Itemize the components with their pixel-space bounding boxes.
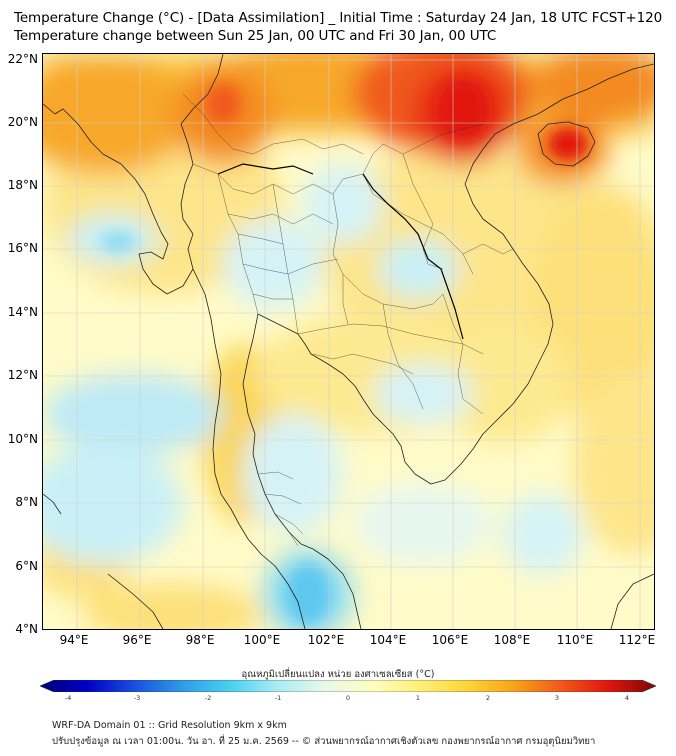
chart-subtitle: Temperature change between Sun 25 Jan, 0… bbox=[14, 28, 497, 44]
lat-label: 18°N bbox=[7, 178, 38, 192]
temperature-field bbox=[43, 54, 654, 629]
coastlines bbox=[43, 54, 654, 629]
colorbar-tick-label: -1 bbox=[274, 694, 282, 702]
lon-label: 96°E bbox=[122, 633, 152, 647]
lon-label: 102°E bbox=[307, 633, 345, 647]
chart-title: Temperature Change (°C) - [Data Assimila… bbox=[14, 10, 663, 26]
lat-label: 10°N bbox=[7, 432, 38, 446]
lat-label: 6°N bbox=[15, 559, 38, 573]
lat-label: 22°N bbox=[7, 52, 38, 66]
colorbar bbox=[40, 680, 656, 692]
footer-credit: ปรับปรุงข้อมูล ณ เวลา 01:00น. วัน อา. ที… bbox=[52, 736, 596, 747]
footer-model-info: WRF-DA Domain 01 :: Grid Resolution 9km … bbox=[52, 720, 287, 731]
lon-label: 94°E bbox=[59, 633, 89, 647]
lon-label: 110°E bbox=[556, 633, 594, 647]
colorbar-tick-label: -3 bbox=[133, 694, 141, 702]
colorbar-tick-label: 1 bbox=[415, 694, 421, 702]
colorbar-tick-label: 3 bbox=[554, 694, 560, 702]
temperature-change-map bbox=[42, 53, 655, 630]
colorbar-tick-label: 4 bbox=[624, 694, 630, 702]
lon-label: 106°E bbox=[431, 633, 469, 647]
lat-label: 20°N bbox=[7, 115, 38, 129]
colorbar-title: อุณหภูมิเปลี่ยนแปลง หน่วย องศาเซลเซียส (… bbox=[241, 669, 435, 680]
lon-label: 112°E bbox=[618, 633, 656, 647]
graticule bbox=[43, 54, 654, 629]
lat-label: 12°N bbox=[7, 368, 38, 382]
lat-label: 16°N bbox=[7, 241, 38, 255]
lon-label: 104°E bbox=[369, 633, 407, 647]
colorbar-tick-label: 2 bbox=[485, 694, 491, 702]
lon-label: 100°E bbox=[243, 633, 281, 647]
lat-label: 14°N bbox=[7, 305, 38, 319]
colorbar-tick-label: -2 bbox=[204, 694, 212, 702]
lon-label: 108°E bbox=[493, 633, 531, 647]
country-borders bbox=[217, 163, 464, 340]
colorbar-tick-label: 0 bbox=[345, 694, 351, 702]
colorbar-tick-label: -4 bbox=[64, 694, 72, 702]
lat-label: 8°N bbox=[15, 495, 38, 509]
lon-label: 98°E bbox=[185, 633, 215, 647]
lat-label: 4°N bbox=[15, 622, 38, 636]
